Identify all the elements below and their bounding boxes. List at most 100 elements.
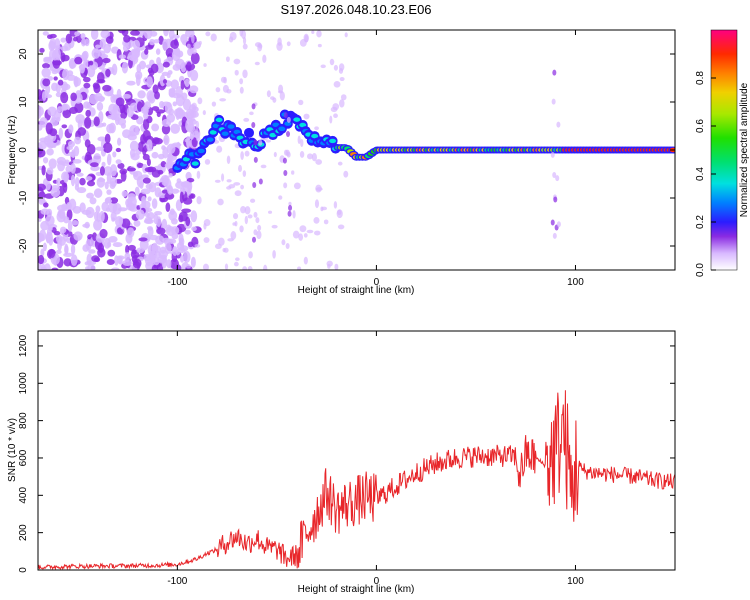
spectrogram-cell — [95, 205, 101, 213]
spectrogram-cell — [230, 231, 237, 240]
spectrogram-cell — [95, 146, 105, 151]
spectrogram-cell — [60, 52, 66, 63]
y-tick-label: 0 — [18, 147, 29, 153]
spectrogram-cell — [51, 82, 58, 92]
spectrogram-cell — [127, 196, 137, 207]
spectrogram-cell — [107, 241, 112, 248]
spectrogram-cell — [75, 113, 85, 124]
spectrogram-cell — [251, 103, 256, 110]
spectrogram-cell — [256, 230, 262, 240]
spectrogram-cell — [550, 219, 555, 226]
spectrogram-cell — [45, 233, 51, 244]
spectrogram-cell — [151, 123, 160, 132]
spectrogram-cell — [311, 153, 317, 162]
spectrogram-cell — [254, 61, 260, 66]
spectrogram-cell — [41, 67, 51, 78]
spectrogram-cell — [74, 136, 82, 145]
spectrogram-cell — [327, 263, 331, 269]
spectrogram-cell — [333, 113, 338, 118]
spectrogram-x-label: Height of straight line (km) — [298, 285, 415, 296]
spectrogram-cell — [252, 181, 257, 188]
spectrogram-cell — [242, 69, 248, 79]
x-tick-label: 100 — [567, 576, 584, 587]
spectrogram-cell — [145, 212, 150, 218]
spectrogram-cell — [127, 244, 136, 251]
spectrogram-cell — [172, 101, 178, 107]
spectrogram-cell — [142, 129, 151, 142]
spectrogram-cell — [81, 209, 92, 215]
spectrogram-cell — [85, 109, 91, 118]
spectrogram-cell — [300, 139, 304, 148]
spectrogram-cell — [306, 229, 314, 234]
spectrogram-cell — [191, 226, 197, 232]
spectrogram-ridge-cell — [221, 131, 229, 136]
spectrogram-cell — [123, 34, 131, 43]
spectrogram-cell — [109, 164, 118, 177]
spectrogram-cell — [84, 38, 90, 47]
spectrogram-cell — [66, 145, 73, 150]
spectrogram-ridge-cell — [329, 138, 337, 144]
spectrogram-cell — [132, 258, 142, 269]
spectrogram-cell — [242, 266, 248, 270]
spectrogram-cell — [152, 137, 160, 144]
spectrogram-cell — [167, 184, 174, 195]
spectrogram-cell — [168, 88, 176, 94]
y-tick-label: 20 — [18, 48, 29, 60]
spectrogram-cell — [315, 159, 323, 165]
spectrogram-cell — [181, 208, 192, 213]
spectrogram-cell — [121, 190, 128, 198]
spectrogram-cell — [288, 201, 292, 206]
spectrogram-cell — [202, 263, 209, 270]
spectrogram-cell — [105, 68, 111, 78]
spectrogram-cell — [42, 78, 51, 87]
spectrogram-cell — [197, 97, 203, 105]
spectrogram-cell — [38, 191, 46, 199]
spectrogram-cell — [250, 198, 256, 203]
spectrogram-cell — [266, 90, 271, 98]
spectrogram-cell — [278, 195, 283, 200]
spectrogram-cell — [103, 43, 112, 54]
spectrogram-cell — [239, 78, 244, 85]
spectrogram-cell — [195, 120, 200, 129]
spectrogram-cell — [156, 111, 161, 118]
spectrogram-cell — [202, 110, 206, 116]
spectrogram-cell — [136, 162, 144, 169]
spectrogram-cell — [242, 43, 248, 50]
spectrogram-cell — [253, 229, 258, 236]
spectrogram-cell — [297, 135, 301, 145]
spectrogram-cell — [203, 237, 210, 244]
spectrogram-cell — [221, 173, 225, 182]
spectrogram-cell — [110, 197, 119, 204]
spectrogram-cell — [247, 214, 253, 219]
spectrogram-cell — [343, 170, 349, 178]
spectrogram-cell — [70, 254, 78, 266]
y-tick-label: 10 — [18, 96, 29, 108]
spectrogram-cell — [108, 235, 118, 243]
spectrogram-cell — [225, 56, 230, 62]
spectrogram-cell — [265, 139, 272, 143]
spectrogram-ridge-cell — [191, 161, 199, 166]
spectrogram-cell — [191, 34, 195, 44]
spectrogram-cell — [38, 141, 47, 150]
spectrogram-cell — [166, 259, 172, 269]
spectrogram-cell — [340, 94, 347, 101]
colorbar-tick-label: 0.0 — [695, 263, 706, 277]
spectrogram-cell — [147, 226, 153, 231]
spectrogram-cell — [203, 63, 207, 67]
spectrogram-cell — [70, 92, 78, 102]
spectrogram-cell — [43, 57, 52, 64]
spectrogram-cell — [283, 169, 288, 176]
spectrogram-cell — [166, 143, 176, 154]
spectrogram-cell — [186, 141, 192, 148]
spectrogram-cell — [194, 128, 199, 136]
spectrogram-cell — [182, 98, 192, 111]
spectrogram-cell — [255, 217, 260, 224]
spectrogram-cell — [215, 87, 221, 93]
spectrogram-cell — [180, 79, 185, 90]
spectrogram-cell — [63, 216, 70, 224]
spectrogram-cell — [93, 83, 101, 94]
colorbar-tick-label: 0.6 — [695, 119, 706, 133]
spectrogram-cell — [142, 153, 150, 161]
spectrogram-cell — [126, 167, 137, 172]
colorbar-tick-label: 0.2 — [695, 215, 706, 229]
